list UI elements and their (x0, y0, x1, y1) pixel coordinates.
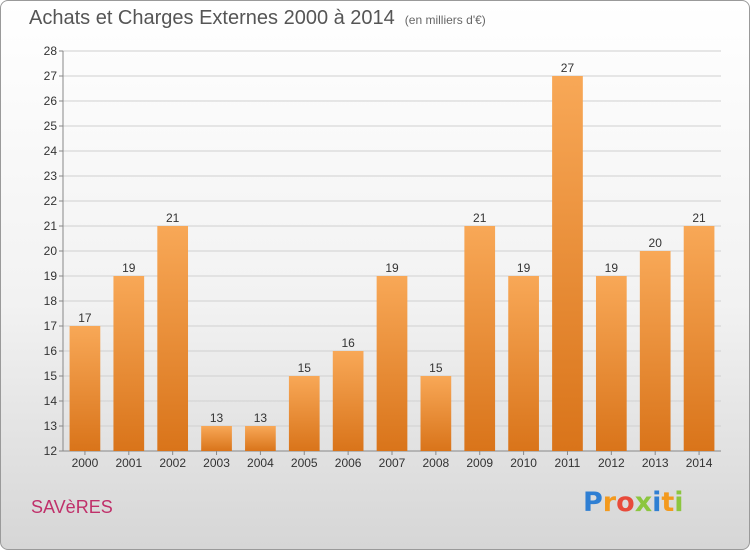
bar-value-label: 15 (298, 361, 312, 375)
bar (552, 76, 583, 451)
y-tick-label: 13 (44, 419, 58, 433)
x-tick-label: 2003 (203, 456, 230, 470)
bar (464, 226, 496, 451)
y-tick-label: 20 (44, 244, 58, 258)
x-tick-label: 2000 (72, 456, 99, 470)
x-tick-label: 2004 (247, 456, 274, 470)
bar (332, 351, 364, 451)
logo-letter: t (661, 487, 675, 518)
logo-letter: P (583, 487, 603, 518)
y-tick-label: 21 (44, 219, 58, 233)
chart-unit: (en milliers d'€) (404, 13, 486, 27)
logo-letter: o (616, 487, 635, 518)
y-tick-label: 12 (44, 444, 58, 458)
bar (420, 376, 452, 451)
bar-value-label: 20 (649, 236, 663, 250)
logo-letter: i (674, 487, 684, 518)
y-tick-label: 14 (44, 394, 58, 408)
chart-title: Achats et Charges Externes 2000 à 2014 (e… (29, 7, 486, 30)
y-tick-label: 26 (44, 94, 58, 108)
y-tick-label: 16 (44, 344, 58, 358)
bar-value-label: 17 (78, 311, 92, 325)
bar-value-label: 21 (692, 211, 706, 225)
y-tick-label: 17 (44, 319, 58, 333)
proxiti-logo[interactable]: Proxiti (583, 487, 684, 518)
y-tick-label: 27 (44, 69, 58, 83)
bar (639, 251, 671, 451)
bar (113, 276, 145, 451)
bar (245, 426, 276, 451)
bar (69, 326, 101, 451)
bar-value-label: 19 (385, 261, 399, 275)
x-tick-label: 2012 (598, 456, 625, 470)
commune-name: SAVèRES (31, 497, 113, 517)
y-tick-label: 28 (44, 44, 58, 58)
x-tick-label: 2001 (115, 456, 142, 470)
bar (683, 226, 715, 451)
bar-value-label: 13 (210, 411, 224, 425)
bar (508, 276, 539, 451)
bar-value-label: 21 (166, 211, 180, 225)
bar-value-label: 21 (473, 211, 487, 225)
bar-value-label: 16 (341, 336, 355, 350)
bar-value-label: 19 (122, 261, 136, 275)
chart-title-text: Achats et Charges Externes 2000 à 2014 (29, 7, 395, 29)
y-tick-label: 25 (44, 119, 58, 133)
y-tick-label: 15 (44, 369, 58, 383)
bar-value-label: 27 (561, 61, 575, 75)
x-tick-label: 2014 (686, 456, 713, 470)
x-tick-label: 2013 (642, 456, 669, 470)
y-tick-label: 19 (44, 269, 58, 283)
x-tick-label: 2011 (555, 456, 581, 470)
x-tick-label: 2005 (291, 456, 318, 470)
logo-letter: r (602, 487, 617, 518)
bar-value-label: 15 (429, 361, 443, 375)
x-tick-label: 2008 (423, 456, 450, 470)
y-tick-label: 22 (44, 194, 58, 208)
x-tick-label: 2009 (466, 456, 493, 470)
bar-value-label: 13 (254, 411, 268, 425)
y-tick-label: 23 (44, 169, 58, 183)
bar-value-label: 19 (517, 261, 531, 275)
bar (288, 376, 320, 451)
bar (201, 426, 232, 451)
x-tick-label: 2006 (335, 456, 362, 470)
logo-letter: x (634, 487, 653, 518)
bar (595, 276, 627, 451)
bar (376, 276, 408, 451)
bar-value-label: 19 (605, 261, 619, 275)
x-tick-label: 2002 (159, 456, 186, 470)
x-tick-label: 2010 (510, 456, 537, 470)
bar (157, 226, 189, 451)
y-tick-label: 18 (44, 294, 58, 308)
logo-letter: i (652, 487, 662, 518)
x-tick-label: 2007 (379, 456, 406, 470)
y-tick-label: 24 (44, 144, 58, 158)
